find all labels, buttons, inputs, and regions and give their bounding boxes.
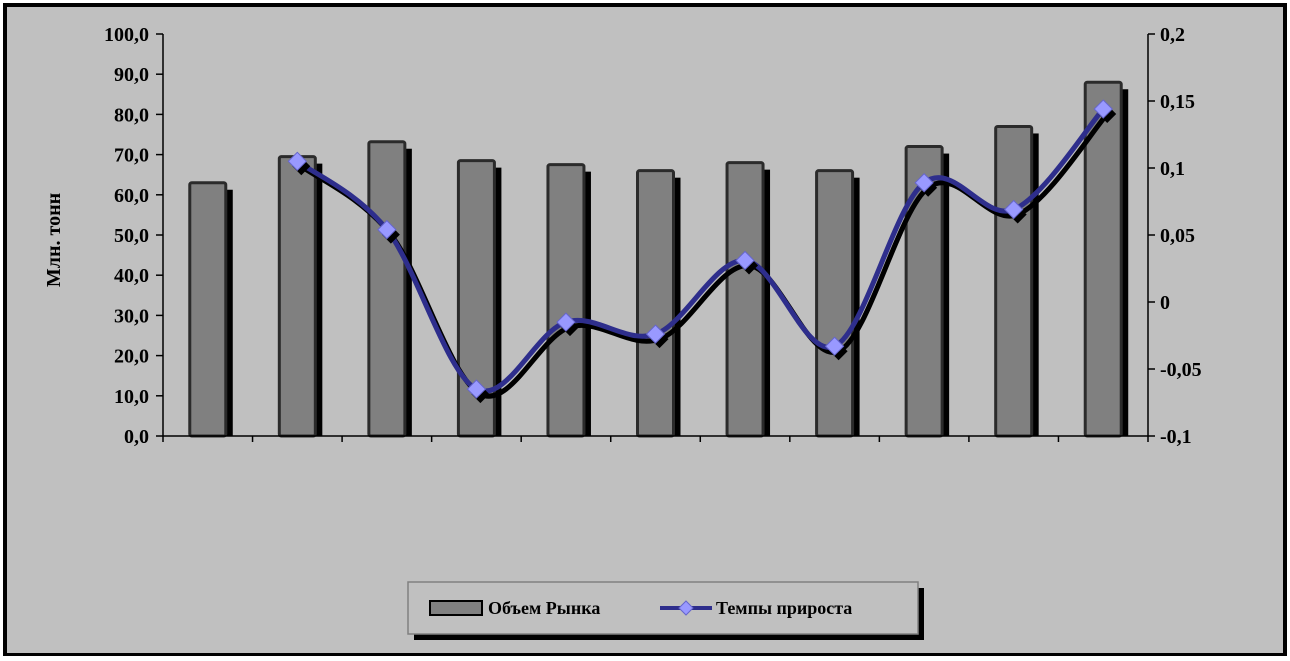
bar	[367, 140, 407, 438]
growth-marker	[377, 219, 397, 240]
legend-box	[407, 581, 919, 635]
y-tick-label: 20,0	[114, 346, 149, 368]
line-layer	[287, 99, 1117, 404]
bar	[277, 155, 317, 438]
bars-layer	[188, 80, 1129, 438]
y2-tick-label: 0	[1160, 292, 1170, 314]
y2-tick-label: 0,05	[1160, 225, 1195, 247]
bar	[725, 161, 765, 438]
y-tick-label: 10,0	[114, 386, 149, 408]
growth-marker	[735, 250, 755, 271]
y2-tick-label: -0,05	[1160, 359, 1202, 381]
growth-marker	[824, 336, 845, 356]
growth-line	[295, 107, 1106, 394]
y-tick-label: 100,0	[104, 24, 149, 46]
growth-marker	[1003, 199, 1024, 220]
bar	[636, 169, 675, 438]
y-tick-label: 70,0	[114, 145, 149, 167]
growth-marker	[914, 173, 934, 193]
y-axis-title: Млн. тонн	[43, 193, 65, 287]
bar	[815, 169, 855, 438]
y-tick-label: 50,0	[114, 225, 149, 247]
y2-tick-label: 0,1	[1160, 158, 1185, 180]
bar	[188, 181, 228, 438]
y2-tick-label: -0,1	[1160, 426, 1192, 448]
y-tick-label: 90,0	[114, 64, 149, 86]
bar	[546, 163, 586, 438]
bar	[994, 124, 1034, 438]
growth-marker	[645, 324, 666, 344]
legend-label-volume: Объем Рынка	[488, 598, 600, 618]
y-tick-label: 30,0	[114, 305, 149, 327]
growth-marker	[556, 312, 576, 332]
y2-tick-label: 0,15	[1160, 91, 1195, 113]
growth-marker	[466, 379, 487, 399]
y-tick-label: 60,0	[114, 185, 149, 207]
legend-marker-swatch	[678, 600, 694, 616]
legend: Объем Рынка Темпы прироста	[407, 581, 924, 640]
legend-label-growth: Темпы прироста	[716, 598, 852, 618]
y-tick-label: 80,0	[114, 104, 149, 126]
axes-layer: 0,0 10,0 20,0 30,0 40,0 50,0 60,0 70,0 80,0 90,0 1…	[104, 24, 1202, 448]
growth-marker	[287, 151, 308, 172]
y-tick-label: 40,0	[114, 265, 149, 287]
y-tick-label: 0,0	[124, 426, 149, 448]
y2-tick-label: 0,2	[1160, 24, 1185, 46]
legend-bar-swatch	[429, 600, 483, 616]
growth-marker	[1093, 99, 1113, 119]
